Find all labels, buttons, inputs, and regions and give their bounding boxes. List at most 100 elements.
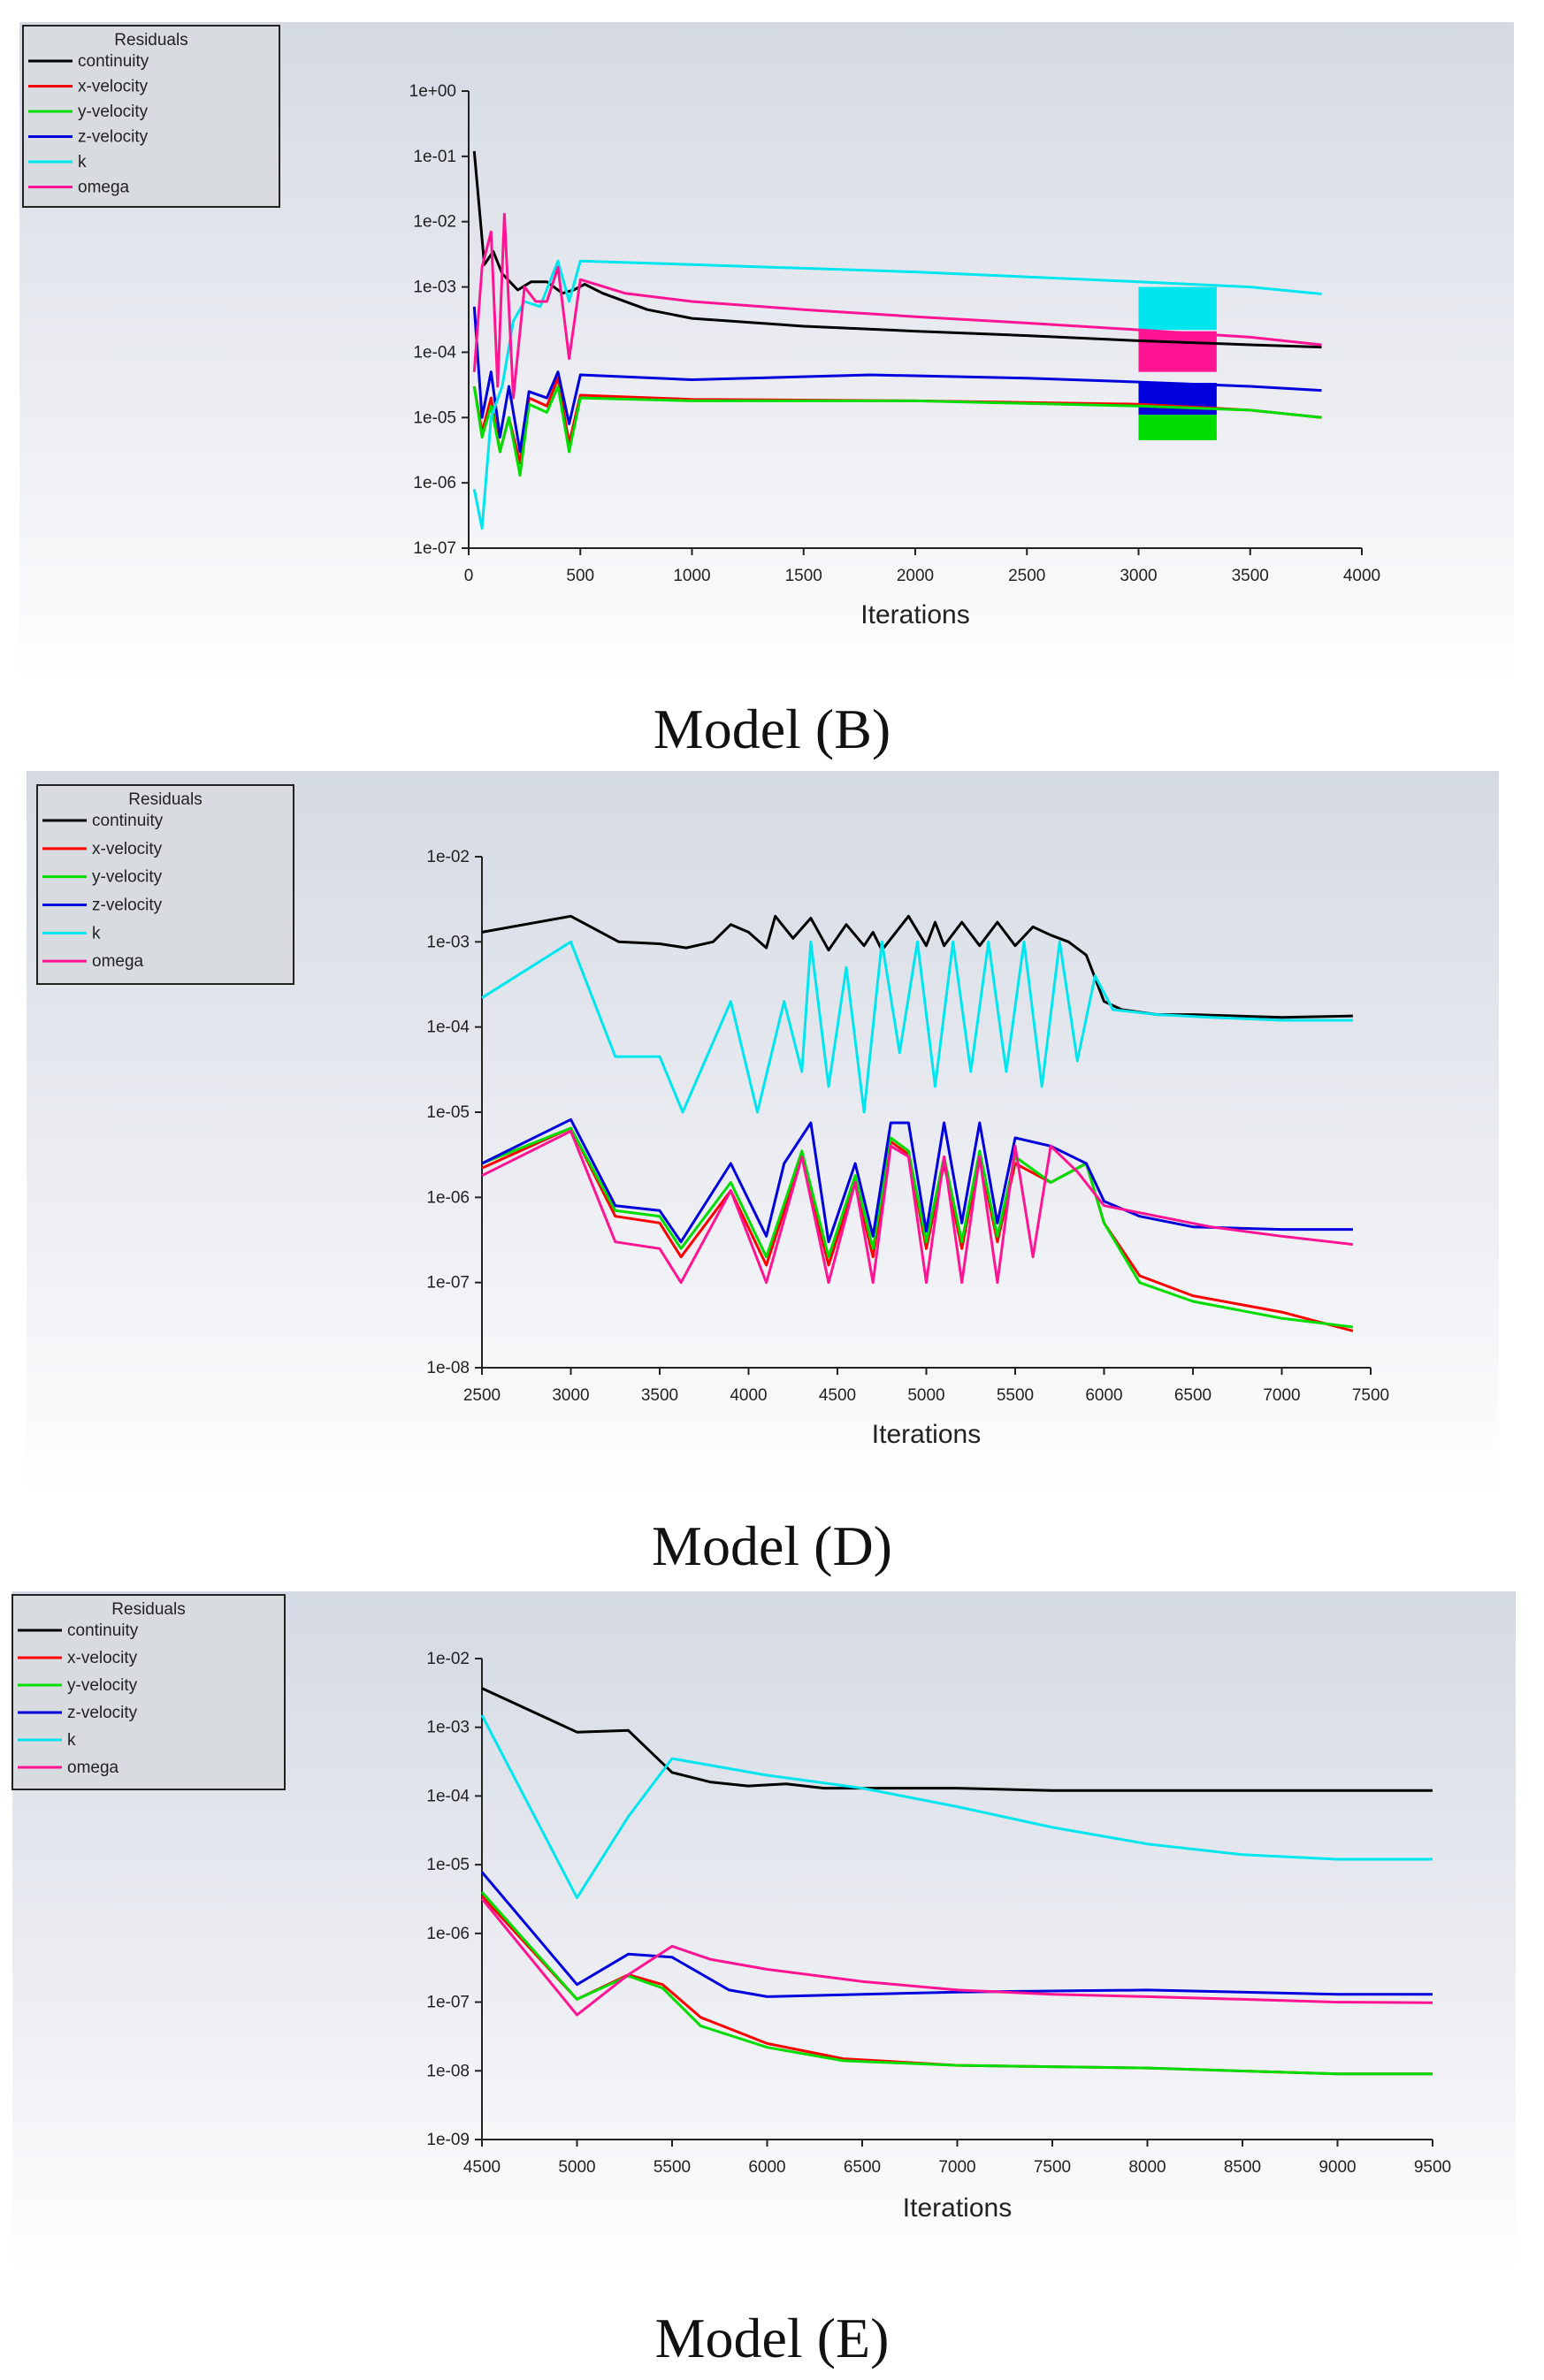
y-tick-label: 1e-05: [426, 1103, 470, 1122]
legend-label-x-velocity: x-velocity: [78, 78, 149, 96]
legend-label-omega: omega: [78, 179, 130, 197]
legend-label-k: k: [92, 924, 101, 942]
legend-label-y-velocity: y-velocity: [92, 868, 163, 887]
legend: Residuals continuity x-velocity y-velocity z…: [11, 1594, 286, 1790]
y-tick-label: 1e-06: [413, 474, 456, 492]
y-tick-label: 1e-05: [413, 408, 456, 427]
x-tick-label: 3000: [1120, 567, 1157, 585]
y-tick-label: 1e-03: [413, 278, 456, 297]
x-tick-label: 4000: [730, 1386, 767, 1405]
legend-box: [22, 25, 280, 208]
legend-label-y-velocity: y-velocity: [67, 1676, 138, 1695]
x-tick-label: 7500: [1034, 2158, 1071, 2177]
series-line-omega: [472, 212, 1322, 400]
residuals-chart-b: 1e-07 1e-06 1e-05 1e-04 1e-03 1e-02 1e-01 1e+00…: [19, 22, 1514, 681]
series-line-y-velocity: [481, 1126, 1354, 1329]
x-tick-label: 6500: [844, 2158, 881, 2177]
x-tick-label: 6500: [1174, 1386, 1212, 1405]
x-tick-label: 1000: [673, 567, 710, 585]
x-tick-label: 5500: [654, 2158, 691, 2177]
legend-label-z-velocity: z-velocity: [92, 896, 163, 915]
axes: 1e-09 1e-08 1e-07 1e-06 1e-05 1e-04 1e-03 1e-02…: [426, 1650, 1451, 2177]
series-line-z-velocity: [480, 1871, 1433, 1998]
x-tick-label: 7000: [1263, 1386, 1300, 1405]
series-line-z-velocity: [472, 306, 1322, 454]
y-tick-label: 1e-09: [426, 2131, 470, 2149]
x-tick-label: 4000: [1343, 567, 1380, 585]
legend-label-omega: omega: [67, 1758, 119, 1777]
x-tick-label: 3500: [1232, 567, 1269, 585]
x-tick-label: 2000: [897, 567, 934, 585]
y-tick-label: 1e-06: [426, 1925, 470, 1943]
x-tick-label: 5500: [997, 1386, 1034, 1405]
legend-title: Residuals: [114, 31, 187, 50]
x-tick-label: 6000: [1085, 1386, 1122, 1405]
band-k: [1138, 286, 1217, 331]
legend-label-k: k: [78, 153, 87, 172]
legend-box: [11, 1594, 286, 1790]
series-line-omega: [481, 1129, 1354, 1285]
band-omega: [1138, 331, 1217, 372]
x-tick-label: 8500: [1224, 2158, 1261, 2177]
y-tick-label: 1e-04: [426, 1018, 470, 1037]
x-tick-label: 2500: [1008, 567, 1045, 585]
y-tick-label: 1e-02: [413, 213, 456, 232]
legend: Residuals continuity x-velocity y-velocity z…: [22, 25, 280, 208]
x-tick-label: 500: [566, 567, 594, 585]
x-tick-label: 1500: [785, 567, 822, 585]
legend-label-y-velocity: y-velocity: [78, 103, 149, 121]
x-tick-label: 3000: [552, 1386, 589, 1405]
caption-model-d: Model (D): [652, 1514, 892, 1577]
y-tick-label: 1e-08: [426, 1359, 470, 1377]
x-tick-label: 6000: [748, 2158, 785, 2177]
caption-model-b: Model (B): [653, 698, 891, 760]
x-tick-label: 9000: [1319, 2158, 1356, 2177]
y-tick-label: 1e-04: [426, 1787, 470, 1805]
legend-label-omega: omega: [92, 952, 144, 971]
y-tick-label: 1e-08: [426, 2062, 470, 2080]
y-tick-label: 1e-02: [426, 1650, 470, 1668]
chart-panel-e: 1e-09 1e-08 1e-07 1e-06 1e-05 1e-04 1e-03 1e-02…: [0, 1591, 1544, 2290]
y-tick-label: 1e-06: [426, 1188, 470, 1207]
series-line-y-velocity: [472, 385, 1322, 477]
residuals-chart-e: 1e-09 1e-08 1e-07 1e-06 1e-05 1e-04 1e-03 1e-02…: [11, 1591, 1516, 2272]
axes: 1e-08 1e-07 1e-06 1e-05 1e-04 1e-03 1e-02 2500 3…: [426, 848, 1389, 1405]
legend-label-x-velocity: x-velocity: [92, 840, 163, 858]
series-line-k: [480, 1714, 1433, 1900]
legend-box: [36, 784, 294, 985]
legend-title: Residuals: [128, 790, 202, 809]
series-line-continuity: [481, 1687, 1433, 1792]
x-axis-label: Iterations: [872, 1420, 981, 1449]
y-tick-label: 1e-03: [426, 933, 470, 951]
legend-title: Residuals: [111, 1600, 185, 1619]
legend-label-z-velocity: z-velocity: [78, 128, 149, 147]
x-tick-label: 8000: [1128, 2158, 1166, 2177]
band-z-velocity: [1138, 383, 1217, 416]
y-tick-label: 1e-05: [426, 1856, 470, 1874]
series-line-continuity: [481, 914, 1353, 1019]
series-line-y-velocity: [480, 1891, 1433, 2076]
y-tick-label: 1e+00: [409, 82, 456, 101]
legend-label-continuity: continuity: [92, 812, 164, 830]
x-axis-label: Iterations: [860, 600, 969, 629]
legend-label-k: k: [67, 1731, 76, 1750]
legend-label-continuity: continuity: [78, 52, 149, 71]
caption-model-e: Model (E): [654, 2307, 890, 2369]
y-tick-label: 1e-04: [413, 343, 456, 362]
legend-label-x-velocity: x-velocity: [67, 1649, 138, 1667]
y-tick-label: 1e-07: [426, 1994, 470, 2012]
y-tick-label: 1e-02: [426, 848, 470, 866]
y-tick-label: 1e-07: [413, 539, 456, 558]
y-tick-label: 1e-03: [426, 1719, 470, 1737]
x-tick-label: 3500: [641, 1386, 678, 1405]
x-tick-label: 0: [464, 567, 474, 585]
band-y-velocity: [1138, 415, 1217, 440]
x-tick-label: 4500: [463, 2158, 501, 2177]
x-tick-label: 7500: [1352, 1386, 1389, 1405]
chart-panel-b: 1e-07 1e-06 1e-05 1e-04 1e-03 1e-02 1e-01 1e+00…: [0, 22, 1544, 694]
x-tick-label: 9500: [1414, 2158, 1451, 2177]
series-line-z-velocity: [481, 1118, 1353, 1244]
series-line-k: [481, 940, 1353, 1114]
x-tick-label: 2500: [463, 1386, 501, 1405]
x-axis-label: Iterations: [903, 2193, 1012, 2223]
